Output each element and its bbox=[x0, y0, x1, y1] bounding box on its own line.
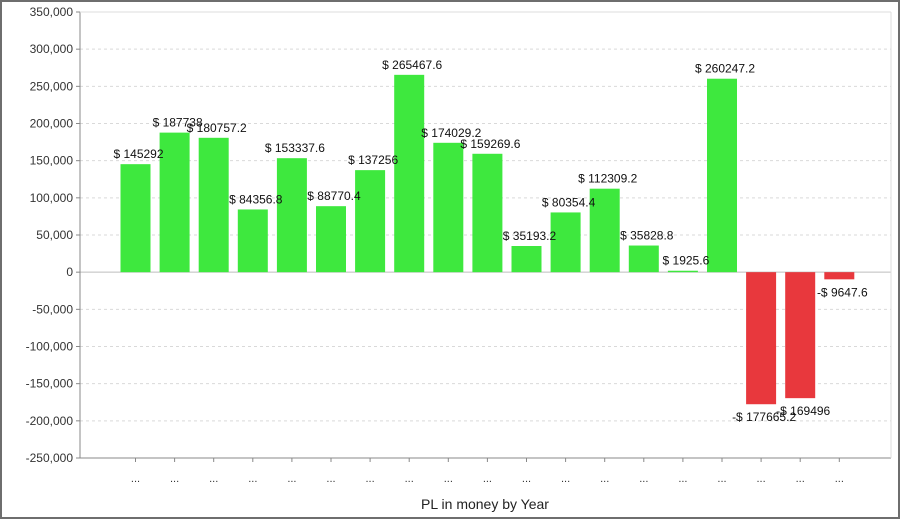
x-tick-label: ... bbox=[248, 473, 257, 485]
y-tick-label: 150,000 bbox=[30, 154, 74, 168]
data-label: $ 35193.2 bbox=[503, 229, 557, 243]
bar bbox=[785, 272, 816, 399]
data-label: $ 35828.8 bbox=[620, 229, 674, 243]
data-label: -$ 169496 bbox=[776, 404, 830, 418]
data-label: $ 137256 bbox=[348, 153, 398, 167]
y-tick-label: 50,000 bbox=[36, 228, 73, 242]
x-tick-label: ... bbox=[600, 473, 609, 485]
data-label: $ 159269.6 bbox=[460, 137, 520, 151]
y-tick-label: -200,000 bbox=[26, 414, 74, 428]
y-tick-label: -100,000 bbox=[26, 340, 74, 354]
x-tick-label: ... bbox=[131, 473, 140, 485]
y-tick-label: 300,000 bbox=[30, 42, 74, 56]
x-tick-label: ... bbox=[287, 473, 296, 485]
bar bbox=[198, 137, 229, 273]
x-tick-label: ... bbox=[405, 473, 414, 485]
x-tick-label: ... bbox=[678, 473, 687, 485]
data-label: $ 145292 bbox=[113, 147, 163, 161]
data-label: $ 180757.2 bbox=[187, 121, 247, 135]
x-tick-label: ... bbox=[757, 473, 766, 485]
x-tick-label: ... bbox=[366, 473, 375, 485]
data-label: -$ 9647.6 bbox=[817, 285, 868, 299]
data-label: $ 153337.6 bbox=[265, 141, 325, 155]
y-tick-label: 0 bbox=[66, 265, 73, 279]
y-tick-label: 200,000 bbox=[30, 117, 74, 131]
x-tick-label: ... bbox=[639, 473, 648, 485]
x-tick-label: ... bbox=[717, 473, 726, 485]
x-tick-label: ... bbox=[209, 473, 218, 485]
bar bbox=[120, 164, 151, 273]
data-label: $ 88770.4 bbox=[307, 189, 361, 203]
x-tick-label: ... bbox=[170, 473, 179, 485]
bar bbox=[511, 246, 542, 273]
data-label: $ 260247.2 bbox=[695, 62, 755, 76]
data-label: $ 80354.4 bbox=[542, 195, 596, 209]
bar bbox=[628, 245, 659, 273]
bar bbox=[746, 272, 777, 405]
bar bbox=[355, 170, 386, 273]
x-axis-ticks: ........................................… bbox=[131, 458, 844, 485]
data-label: $ 174029.2 bbox=[421, 126, 481, 140]
data-label: $ 112309.2 bbox=[578, 172, 637, 186]
x-tick-label: ... bbox=[444, 473, 453, 485]
y-tick-label: 250,000 bbox=[30, 79, 74, 93]
x-tick-label: ... bbox=[835, 473, 844, 485]
bar bbox=[667, 270, 698, 273]
bar bbox=[472, 153, 503, 273]
bar bbox=[589, 188, 620, 273]
bar bbox=[433, 142, 464, 273]
data-label: $ 187738 bbox=[153, 116, 203, 130]
data-labels: $ 145292 $ 187738$ 180757.2 $ 84356.8 $ 153… bbox=[113, 58, 868, 424]
bar bbox=[237, 209, 268, 273]
x-tick-label: ... bbox=[483, 473, 492, 485]
data-label: $ 1925.6 bbox=[663, 254, 710, 268]
x-tick-label: ... bbox=[561, 473, 570, 485]
bar bbox=[316, 206, 346, 273]
bar bbox=[824, 272, 855, 280]
y-tick-label: 100,000 bbox=[30, 191, 74, 205]
x-tick-label: ... bbox=[326, 473, 335, 485]
bar bbox=[550, 212, 581, 273]
x-axis-title: PL in money by Year bbox=[421, 496, 549, 512]
y-tick-label: 350,000 bbox=[30, 5, 74, 19]
y-tick-label: -50,000 bbox=[32, 302, 73, 316]
data-label: -$ 177665.2 bbox=[732, 410, 796, 424]
x-tick-label: ... bbox=[522, 473, 531, 485]
bars bbox=[120, 74, 855, 405]
bar bbox=[394, 74, 425, 273]
bar bbox=[159, 132, 190, 273]
data-label: $ 84356.8 bbox=[229, 192, 283, 206]
y-tick-label: -250,000 bbox=[26, 451, 74, 465]
y-axis-ticks: 350,000 300,000 250,000 200,000 150,000 100,0… bbox=[26, 5, 80, 465]
bar bbox=[276, 158, 307, 273]
x-tick-label: ... bbox=[796, 473, 805, 485]
bar bbox=[707, 78, 737, 273]
data-label: $ 265467.6 bbox=[382, 58, 442, 72]
y-tick-label: -150,000 bbox=[26, 377, 74, 391]
